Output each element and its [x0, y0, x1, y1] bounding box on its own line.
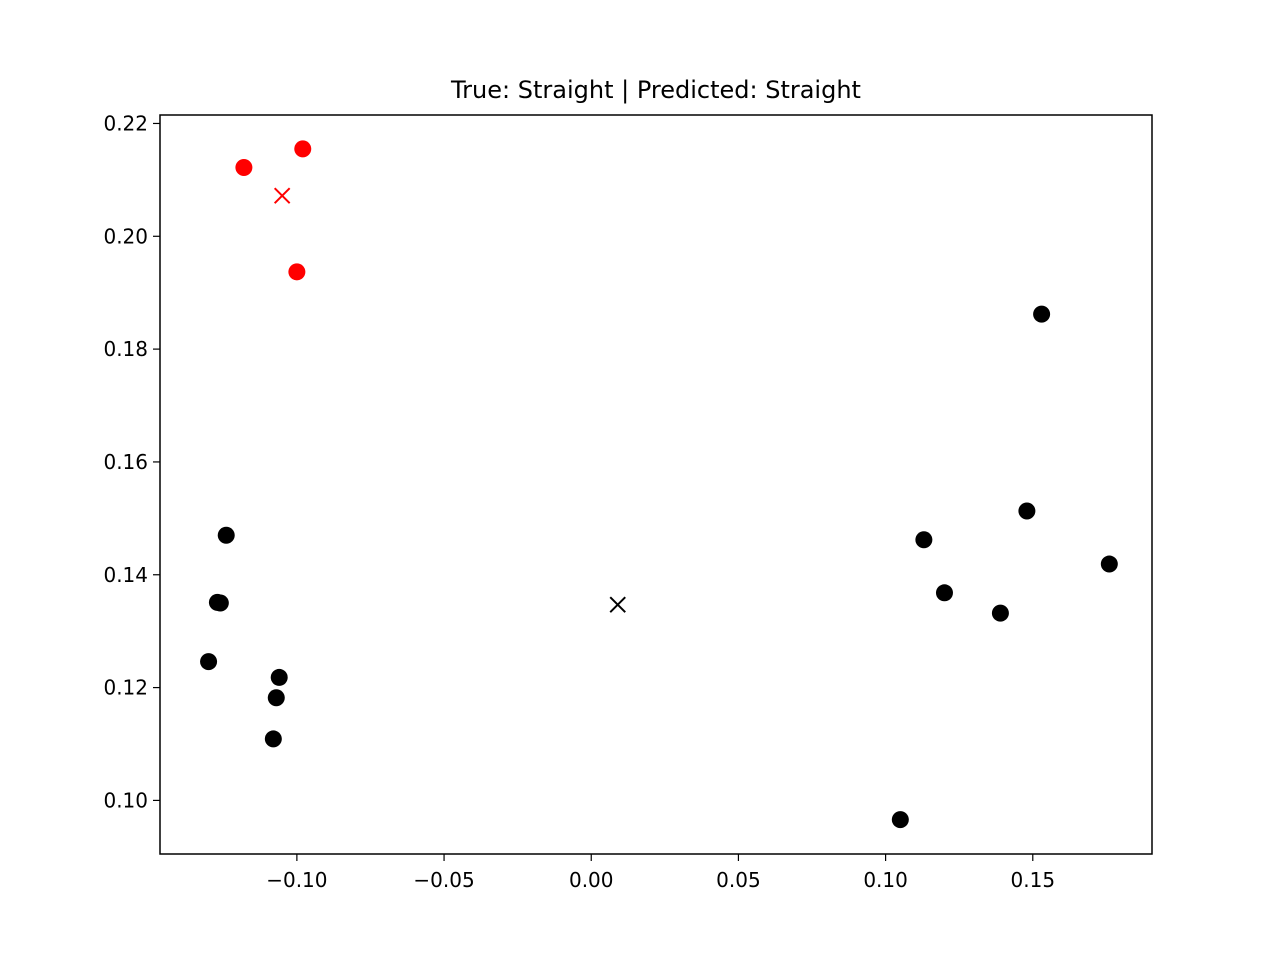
data-point-circle: [915, 531, 933, 549]
x-tick-label: 0.05: [716, 868, 761, 892]
data-point-circle: [267, 689, 285, 707]
data-points: [200, 140, 1118, 829]
y-tick-label: 0.12: [103, 676, 148, 700]
plot-area: [159, 114, 1153, 855]
data-point-cross: [609, 596, 626, 613]
data-point-circle: [235, 158, 253, 176]
chart-title: True: Straight | Predicted: Straight: [450, 76, 861, 104]
data-point-circle: [1033, 305, 1051, 323]
y-axis: 0.10 0.12 0.14 0.16 0.18 0.20 0.22: [103, 111, 160, 812]
x-axis: −0.10 −0.05 0.00 0.05 0.10 0.15: [266, 854, 1055, 892]
data-point-circle: [935, 584, 953, 602]
y-tick-label: 0.20: [103, 224, 148, 248]
data-point-circle: [991, 604, 1009, 622]
y-tick-label: 0.16: [103, 450, 148, 474]
data-point-circle: [294, 140, 312, 158]
y-tick-label: 0.10: [103, 788, 148, 812]
x-tick-label: −0.05: [413, 868, 474, 892]
data-point-circle: [288, 263, 306, 281]
data-point-circle: [891, 811, 909, 829]
data-point-circle: [1100, 555, 1118, 573]
data-point-circle: [200, 653, 218, 671]
data-point-circle: [1018, 502, 1036, 520]
y-tick-label: 0.18: [103, 337, 148, 361]
data-point-circle: [264, 730, 282, 748]
y-tick-label: 0.22: [103, 111, 148, 135]
x-tick-label: −0.10: [266, 868, 327, 892]
data-point-circle: [211, 594, 229, 612]
data-point-cross: [273, 187, 291, 204]
data-point-circle: [270, 668, 288, 686]
x-tick-label: 0.10: [863, 868, 908, 892]
x-tick-label: 0.15: [1011, 868, 1056, 892]
data-point-circle: [217, 526, 235, 544]
y-tick-label: 0.14: [103, 563, 148, 587]
x-tick-label: 0.00: [569, 868, 614, 892]
